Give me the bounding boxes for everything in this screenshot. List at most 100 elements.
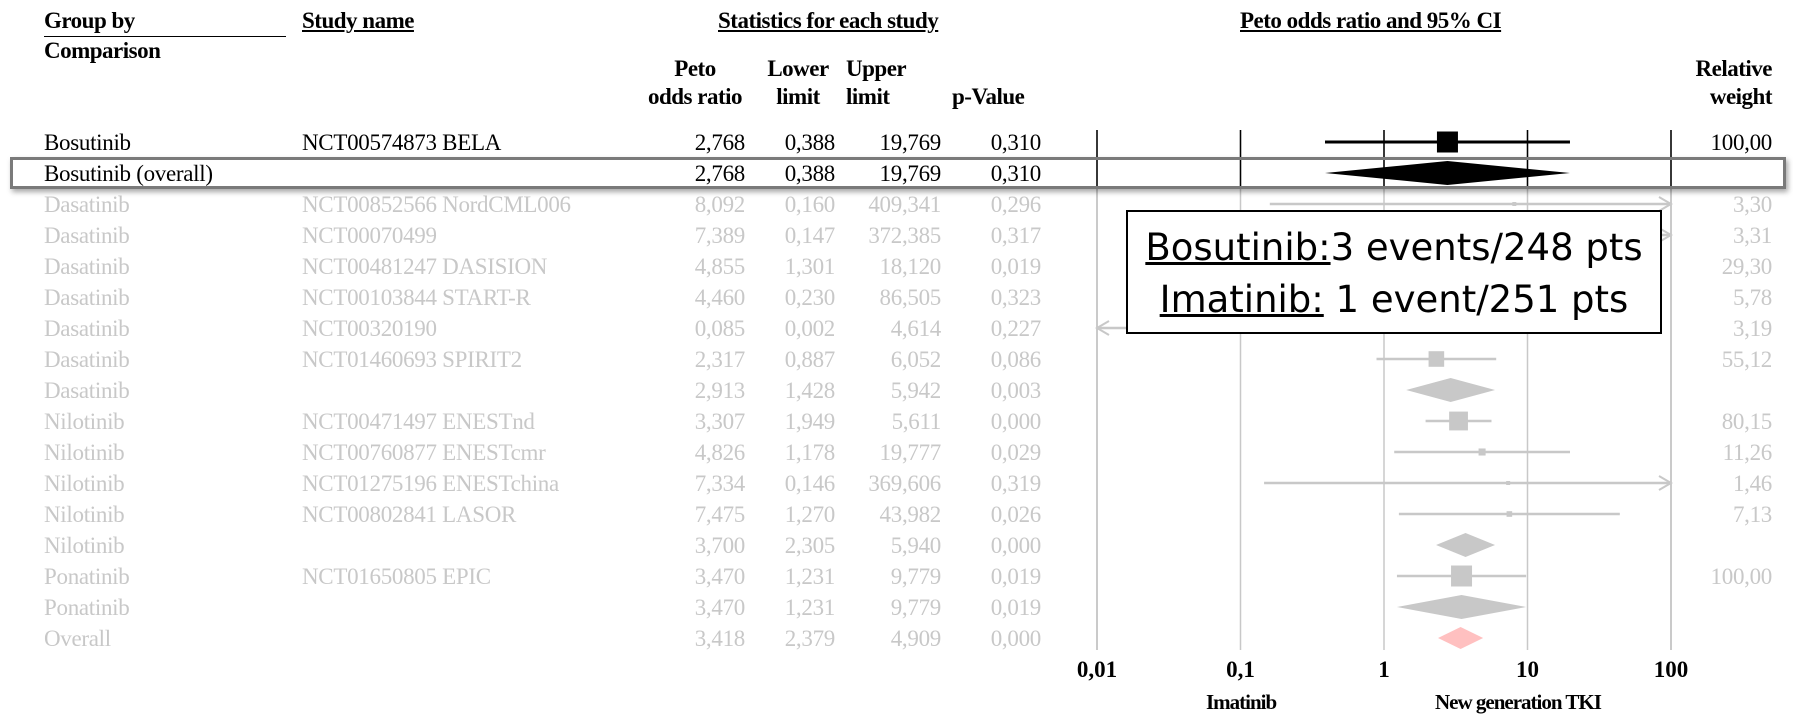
weight-cell: 3,19 [1732,316,1772,341]
group-cell: Nilotinib [44,502,125,527]
ci-arrow-left [1095,320,1110,336]
or-cell: 2,317 [694,347,746,372]
lower-cell: 1,231 [784,564,836,589]
study-cell: NCT00070499 [302,223,437,248]
group-cell: Bosutinib (overall) [44,161,213,186]
p-cell: 0,323 [990,285,1042,310]
lower-cell: 1,301 [784,254,836,279]
weight-cell: 11,26 [1722,440,1773,465]
group-cell: Dasatinib [44,192,130,217]
study-cell: NCT01460693 SPIRIT2 [302,347,522,372]
p-cell: 0,227 [990,316,1042,341]
ci-arrow-right [1658,475,1673,491]
upper-cell: 409,341 [868,192,941,217]
group-cell: Dasatinib [44,378,130,403]
group-cell: Dasatinib [44,223,130,248]
weight-cell: 100,00 [1710,564,1773,589]
events-callout: Bosutinib:3 events/248 pts Imatinib: 1 e… [1126,210,1662,334]
col-lower-header-2: limit [776,84,820,109]
upper-cell: 86,505 [879,285,942,310]
or-cell: 3,307 [694,409,746,434]
col-upper-header-2: limit [846,84,890,109]
study-cell: NCT00852566 NordCML006 [302,192,571,217]
ci-arrow-right [1658,196,1673,212]
col-weight-header-1: Relative [1695,56,1773,81]
study-cell: NCT00471497 ENESTnd [302,409,535,434]
point-marker [1506,481,1511,485]
p-cell: 0,317 [990,223,1042,248]
weight-cell: 1,46 [1732,471,1772,496]
x-tick-label: 0,01 [1076,657,1118,682]
callout-bosutinib-value: 3 events/248 pts [1330,226,1643,269]
group-cell: Nilotinib [44,409,125,434]
study-cell: NCT00320190 [302,316,437,341]
lower-cell: 2,379 [784,626,836,651]
x-right-label: New generation TKI [1435,690,1602,714]
weight-cell: 29,30 [1721,254,1773,279]
or-cell: 3,470 [694,595,746,620]
subtotal-diamond [1396,595,1527,619]
x-tick-label: 0,1 [1226,657,1255,682]
col-or-header-2: odds ratio [647,84,743,109]
or-cell: 3,418 [694,626,746,651]
weight-cell: 5,78 [1732,285,1772,310]
upper-cell: 4,909 [890,626,942,651]
group-by-header: Group by [44,8,135,33]
study-cell: NCT01275196 ENESTchina [302,471,559,496]
or-cell: 7,334 [694,471,746,496]
subtotal-diamond [1436,533,1496,557]
group-cell: Nilotinib [44,533,125,558]
col-weight-header: Relative weight [1620,55,1773,111]
or-cell: 7,475 [694,502,746,527]
p-cell: 0,019 [990,595,1042,620]
group-by-underline [44,36,286,37]
group-cell: Ponatinib [44,595,130,620]
p-cell: 0,026 [990,502,1042,527]
or-cell: 0,085 [694,316,746,341]
subtotal-diamond [1406,378,1496,402]
weight-cell: 3,31 [1732,223,1772,248]
lower-cell: 1,178 [784,440,836,465]
upper-cell: 4,614 [890,316,942,341]
lower-cell: 1,428 [784,378,836,403]
or-cell: 4,855 [694,254,746,279]
or-cell: 4,460 [694,285,746,310]
p-cell: 0,310 [990,161,1042,186]
upper-cell: 18,120 [879,254,942,279]
or-cell: 4,826 [694,440,746,465]
col-upper-header-1: Upper [846,56,907,81]
lower-cell: 0,388 [784,130,836,155]
p-cell: 0,003 [990,378,1042,403]
lower-cell: 1,270 [784,502,836,527]
p-cell: 0,319 [990,471,1042,496]
study-cell: NCT00574873 BELA [302,130,501,155]
or-cell: 7,389 [694,223,746,248]
p-cell: 0,019 [990,564,1042,589]
x-tick-label: 100 [1653,657,1689,682]
point-marker [1449,411,1468,431]
study-cell: NCT01650805 EPIC [302,564,491,589]
p-cell: 0,086 [990,347,1042,372]
lower-cell: 1,949 [784,409,836,434]
upper-cell: 9,779 [890,595,942,620]
lower-cell: 0,002 [784,316,836,341]
point-marker [1428,351,1445,367]
or-cell: 8,092 [694,192,746,217]
lower-cell: 0,146 [784,471,836,496]
callout-line-bosutinib: Bosutinib:3 events/248 pts [1128,222,1660,274]
lower-cell: 2,305 [784,533,836,558]
study-cell: NCT00760877 ENESTcmr [302,440,546,465]
x-left-label: Imatinib [1206,690,1277,714]
x-tick-label: 1 [1378,657,1390,682]
lower-cell: 0,147 [784,223,836,248]
ci-arrow-right [1658,227,1673,243]
col-upper-header: Upper limit [846,55,936,111]
study-cell: NCT00103844 START-R [302,285,531,310]
callout-imatinib-label: Imatinib: [1159,278,1324,321]
col-p-header: p-Value [952,84,1025,109]
group-cell: Dasatinib [44,316,130,341]
or-cell: 3,470 [694,564,746,589]
upper-cell: 5,611 [891,409,942,434]
or-cell: 3,700 [694,533,746,558]
